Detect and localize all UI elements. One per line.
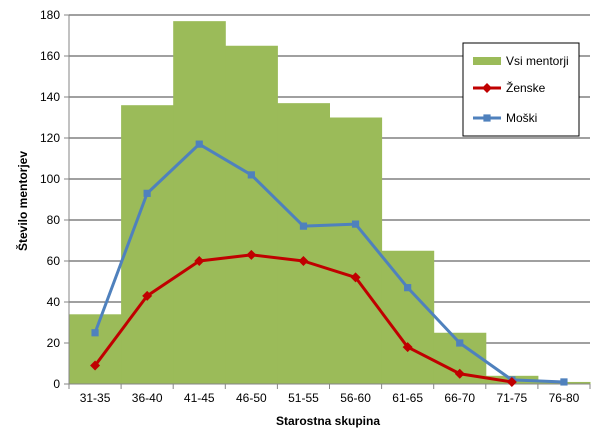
data-point-square xyxy=(299,222,308,230)
data-point-diamond xyxy=(90,360,101,371)
y-tick-label: 140 xyxy=(40,90,60,104)
x-tick-label: 31-35 xyxy=(80,391,111,405)
y-tick-labels: 0 20 40 60 80 100 120 140 160 180 xyxy=(40,8,60,391)
y-tick-label: 20 xyxy=(47,336,61,350)
x-tick-label: 56-60 xyxy=(340,391,371,405)
y-tick-label: 40 xyxy=(47,295,61,309)
data-point-diamond xyxy=(246,249,257,260)
y-tick-label: 100 xyxy=(40,172,60,186)
y-axis-title: Število mentorjev xyxy=(15,151,30,251)
legend: Vsi mentorji Ženske Moški xyxy=(462,42,580,137)
data-point-diamond xyxy=(454,368,465,379)
bar xyxy=(277,103,330,385)
x-tick-label: 51-55 xyxy=(288,391,319,405)
data-point-square xyxy=(483,114,491,122)
x-tick-label: 66-70 xyxy=(444,391,475,405)
legend-label: Ženske xyxy=(506,80,546,95)
x-tick-label: 46-50 xyxy=(236,391,267,405)
bar xyxy=(69,314,122,384)
x-tick-label: 76-80 xyxy=(549,391,580,405)
legend-label: Vsi mentorji xyxy=(506,54,569,68)
data-point-square xyxy=(560,378,568,386)
legend-swatch-bar xyxy=(473,57,501,65)
bar xyxy=(173,21,226,385)
line-series xyxy=(90,140,568,387)
y-tick-label: 0 xyxy=(53,377,60,391)
x-tick-label: 61-65 xyxy=(392,391,423,405)
y-tick-label: 180 xyxy=(40,8,60,22)
data-point-diamond xyxy=(482,83,492,93)
data-point-diamond xyxy=(402,342,413,353)
data-point-square xyxy=(247,171,255,179)
data-point-square xyxy=(91,329,99,337)
y-tick-label: 160 xyxy=(40,49,60,63)
y-tick-label: 60 xyxy=(47,254,61,268)
axes xyxy=(64,14,591,389)
data-point-square xyxy=(143,189,151,197)
legend-label: Moški xyxy=(506,111,537,125)
series-line xyxy=(93,142,566,384)
data-point-diamond xyxy=(194,256,205,266)
data-point-diamond xyxy=(142,290,153,301)
bar xyxy=(225,45,278,384)
data-point-square xyxy=(195,140,203,148)
x-axis-title: Starostna skupina xyxy=(276,414,380,428)
data-point-square xyxy=(404,284,412,292)
data-point-diamond xyxy=(350,272,361,283)
bar xyxy=(329,117,383,384)
data-point-diamond xyxy=(506,376,517,387)
y-tick-label: 80 xyxy=(47,213,61,227)
bar xyxy=(381,250,435,384)
bar xyxy=(121,105,174,384)
data-point-square xyxy=(456,339,464,347)
x-tick-label: 41-45 xyxy=(184,391,215,405)
x-tick-label: 36-40 xyxy=(132,391,163,405)
x-tick-labels: 31-35 36-40 41-45 46-50 51-55 56-60 61-65 66-70… xyxy=(80,391,580,405)
data-point-diamond xyxy=(298,256,309,266)
bar-series-vsi-mentorji xyxy=(69,21,591,385)
data-point-square xyxy=(351,220,360,228)
x-tick-label: 71-75 xyxy=(496,391,527,405)
y-tick-label: 120 xyxy=(40,131,60,145)
